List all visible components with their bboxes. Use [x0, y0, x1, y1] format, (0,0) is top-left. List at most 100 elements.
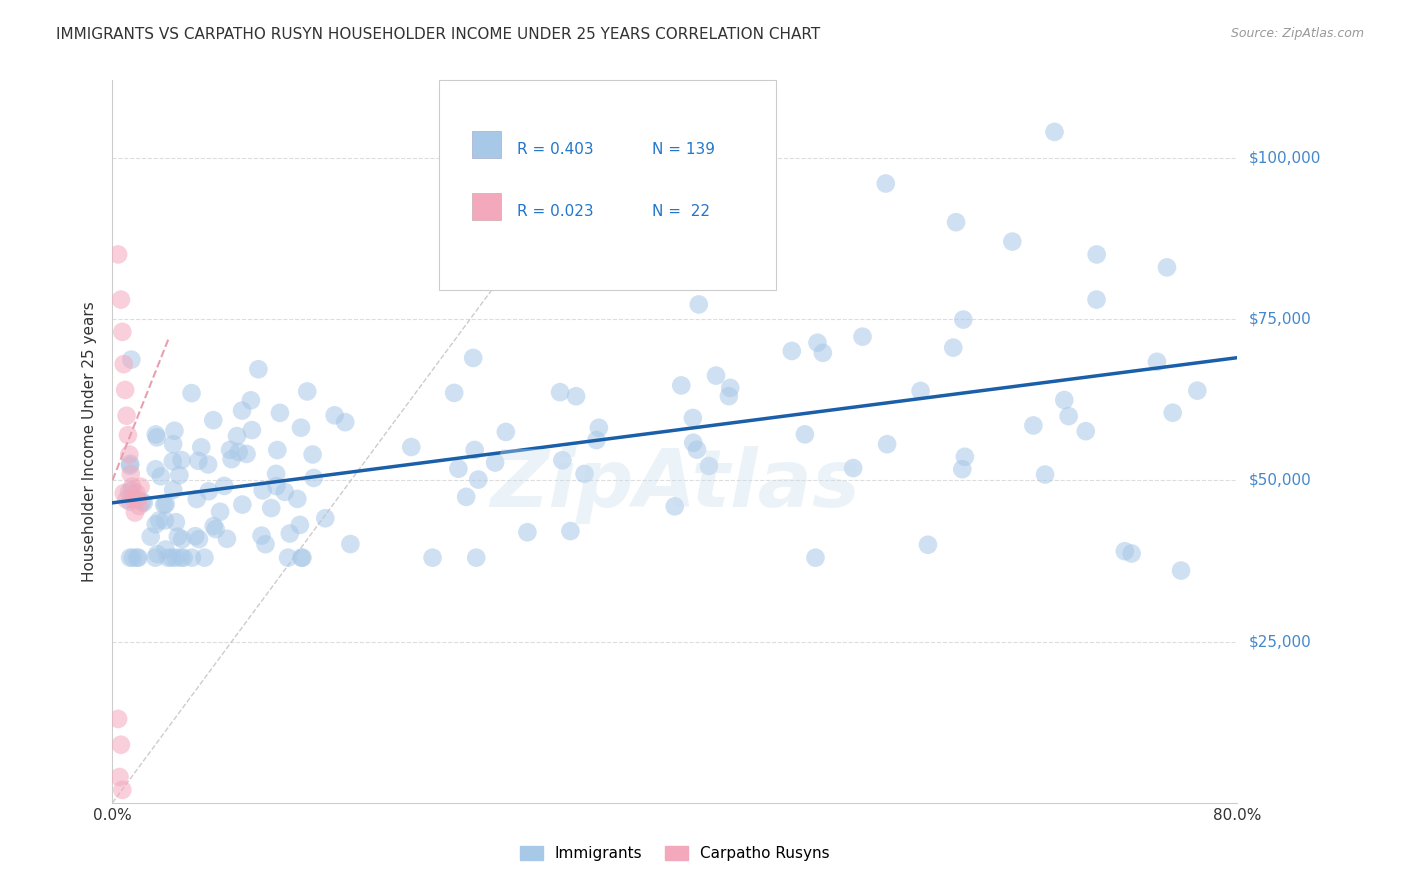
Point	[260, 501, 283, 516]
Point	[165, 550, 187, 565]
Point	[551, 453, 574, 467]
Point	[288, 517, 311, 532]
Point	[107, 247, 129, 261]
Point	[155, 497, 177, 511]
Point	[231, 498, 253, 512]
Point	[172, 533, 194, 547]
Point	[875, 177, 897, 191]
Point	[202, 413, 225, 427]
Point	[290, 420, 312, 434]
Point	[111, 325, 134, 339]
Point	[145, 517, 167, 532]
Point	[463, 351, 485, 365]
Point	[682, 411, 704, 425]
Point	[118, 458, 141, 473]
Point	[204, 522, 226, 536]
Point	[128, 499, 150, 513]
Point	[162, 483, 184, 497]
Text: $50,000: $50,000	[1249, 473, 1312, 488]
Point	[125, 486, 148, 500]
Point	[181, 550, 204, 565]
Point	[793, 427, 815, 442]
Point	[114, 383, 136, 397]
Point	[112, 357, 135, 371]
Point	[118, 494, 141, 508]
Point	[146, 430, 169, 444]
Point	[186, 491, 208, 506]
Point	[456, 490, 478, 504]
Point	[443, 385, 465, 400]
Point	[107, 712, 129, 726]
Legend: Immigrants, Carpatho Rusyns: Immigrants, Carpatho Rusyns	[513, 840, 837, 867]
Text: ZipAtlas: ZipAtlas	[489, 446, 860, 524]
Point	[231, 403, 253, 417]
Point	[1057, 409, 1080, 424]
Point	[163, 424, 186, 438]
Point	[127, 492, 149, 507]
Point	[447, 461, 470, 475]
Point	[335, 415, 357, 429]
Point	[127, 550, 149, 565]
Point	[851, 329, 873, 343]
Point	[301, 448, 323, 462]
Point	[250, 528, 273, 542]
Point	[121, 483, 143, 497]
Point	[166, 530, 188, 544]
Point	[228, 445, 250, 459]
Point	[945, 215, 967, 229]
Point	[180, 386, 202, 401]
Point	[139, 530, 162, 544]
Point	[811, 346, 834, 360]
Point	[131, 495, 153, 509]
Point	[115, 492, 138, 507]
Point	[169, 468, 191, 483]
Point	[682, 435, 704, 450]
Point	[221, 452, 243, 467]
Point	[110, 293, 132, 307]
Point	[664, 500, 686, 514]
Point	[193, 550, 215, 565]
Point	[121, 550, 143, 565]
FancyBboxPatch shape	[439, 80, 776, 290]
Point	[266, 479, 288, 493]
Point	[145, 462, 167, 476]
Text: $75,000: $75,000	[1249, 311, 1312, 326]
Point	[688, 297, 710, 311]
Point	[118, 550, 141, 565]
Point	[209, 505, 232, 519]
Point	[184, 529, 207, 543]
Point	[145, 427, 167, 442]
Point	[671, 378, 693, 392]
Point	[202, 519, 225, 533]
Point	[565, 389, 588, 403]
Point	[156, 550, 179, 565]
Point	[190, 440, 212, 454]
Point	[219, 442, 242, 457]
Point	[548, 385, 571, 400]
Point	[264, 467, 287, 481]
Point	[910, 384, 932, 398]
Point	[215, 532, 238, 546]
Point	[1121, 546, 1143, 560]
Point	[240, 423, 263, 437]
Point	[314, 511, 336, 525]
Point	[111, 783, 134, 797]
Point	[117, 428, 139, 442]
Point	[401, 440, 423, 454]
Point	[780, 343, 803, 358]
Text: N = 139: N = 139	[652, 142, 716, 157]
Point	[277, 550, 299, 565]
Point	[1033, 467, 1056, 482]
Point	[495, 425, 517, 439]
Point	[1085, 293, 1108, 307]
Point	[1156, 260, 1178, 275]
Point	[269, 406, 291, 420]
Point	[704, 368, 727, 383]
Point	[942, 341, 965, 355]
Point	[266, 443, 288, 458]
Point	[1022, 418, 1045, 433]
Point	[170, 453, 193, 467]
Point	[165, 515, 187, 529]
Point	[235, 447, 257, 461]
Point	[197, 484, 219, 499]
